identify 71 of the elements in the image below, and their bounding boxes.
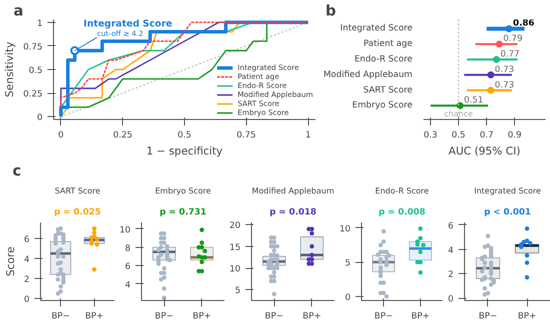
y-tick-label: 6 xyxy=(448,221,454,232)
y-tick-label: 1 xyxy=(36,18,43,29)
y-tick-label: 0.5 xyxy=(28,66,43,76)
x-tick-label: 0.7 xyxy=(480,130,494,140)
chart-subtitle: p = 0.008 xyxy=(378,208,426,218)
x-tick-label: BP− xyxy=(264,312,284,322)
x-tick-label: BP− xyxy=(478,312,498,322)
y-tick-label: 10 xyxy=(229,264,240,274)
y-tick-label: 10 xyxy=(119,225,130,236)
y-tick-label: Integrated Score xyxy=(340,24,412,34)
chart-subtitle: p = 0.018 xyxy=(270,208,316,218)
x-tick-label: BP+ xyxy=(518,312,536,322)
x-tick-label: 1 xyxy=(305,130,311,140)
chart-subtitle: p = 0.025 xyxy=(54,208,101,218)
x-axis-title: AUC (95% CI) xyxy=(448,144,520,158)
y-axis-title: Score xyxy=(4,246,17,276)
chart-subtitle: p < 0.001 xyxy=(484,208,531,218)
x-tick-label: 0 xyxy=(58,130,64,140)
y-tick-label: 8 xyxy=(124,244,131,254)
chart-title: Integrated Score xyxy=(474,186,541,196)
data-label: 0.73 xyxy=(494,64,514,75)
ref-line-label: chance xyxy=(444,110,474,119)
data-label: 0.86 xyxy=(513,18,534,29)
text: c xyxy=(12,162,22,180)
x-tick-label: 0.75 xyxy=(236,130,256,140)
data-label: 0.73 xyxy=(494,80,514,90)
chart-title: Modified Applebaum xyxy=(252,186,334,196)
y-tick-label: Patient age xyxy=(363,39,413,50)
y-tick-label: 0.75 xyxy=(23,42,43,52)
y-tick-label: 5 xyxy=(234,286,241,296)
x-tick-label: BP+ xyxy=(411,312,430,322)
chart-title: SART Score xyxy=(54,186,100,196)
chart-title: Embryo Score xyxy=(155,186,211,196)
y-tick-label: 6 xyxy=(24,235,30,245)
x-tick-label: BP+ xyxy=(192,312,212,322)
x-tick-label: BP+ xyxy=(302,312,322,322)
y-tick-label: 0 xyxy=(36,113,43,124)
y-tick-label: 0 xyxy=(344,292,351,303)
y-tick-label: 0 xyxy=(448,294,454,305)
y-tick-label: SART Score xyxy=(363,85,413,96)
x-tick-label: BP− xyxy=(374,312,393,322)
y-tick-label: 15 xyxy=(229,242,240,253)
y-tick-label: 20 xyxy=(229,221,240,232)
x-axis-title: 1 − specificity xyxy=(146,144,223,158)
chart-title: Endo-R Score xyxy=(375,186,429,196)
text: a xyxy=(14,2,24,20)
y-tick-label: 4 xyxy=(24,255,30,265)
y-tick-label: 0.25 xyxy=(23,90,43,100)
y-tick-label: 4 xyxy=(448,246,454,256)
x-tick-label: 0.9 xyxy=(508,130,522,140)
data-label: 0.79 xyxy=(503,34,523,44)
y-tick-label: 10 xyxy=(339,224,350,234)
x-tick-label: 0.3 xyxy=(424,130,438,140)
y-tick-label: 5 xyxy=(344,258,351,269)
y-tick-label: 2 xyxy=(448,270,454,280)
x-tick-label: BP− xyxy=(51,312,70,322)
chart-subtitle: p = 0.731 xyxy=(160,208,206,218)
data-label: 0.77 xyxy=(500,50,520,60)
y-tick-label: Endo-R Score xyxy=(354,54,413,64)
y-tick-label: Modified Applebaum xyxy=(323,70,413,80)
y-tick-label: 0 xyxy=(24,295,30,305)
y-tick-label: 4 xyxy=(124,280,131,290)
y-axis-title: Sensitivity xyxy=(3,42,16,98)
y-tick-label: 6 xyxy=(124,262,131,272)
y-tick-label: 2 xyxy=(24,275,30,285)
x-tick-label: 0.5 xyxy=(178,130,192,140)
text: b xyxy=(326,2,336,20)
data-label: 0.51 xyxy=(464,96,484,106)
x-tick-label: BP+ xyxy=(85,312,104,322)
x-tick-label: BP− xyxy=(154,312,174,322)
y-tick-label: Embryo Score xyxy=(352,100,413,111)
